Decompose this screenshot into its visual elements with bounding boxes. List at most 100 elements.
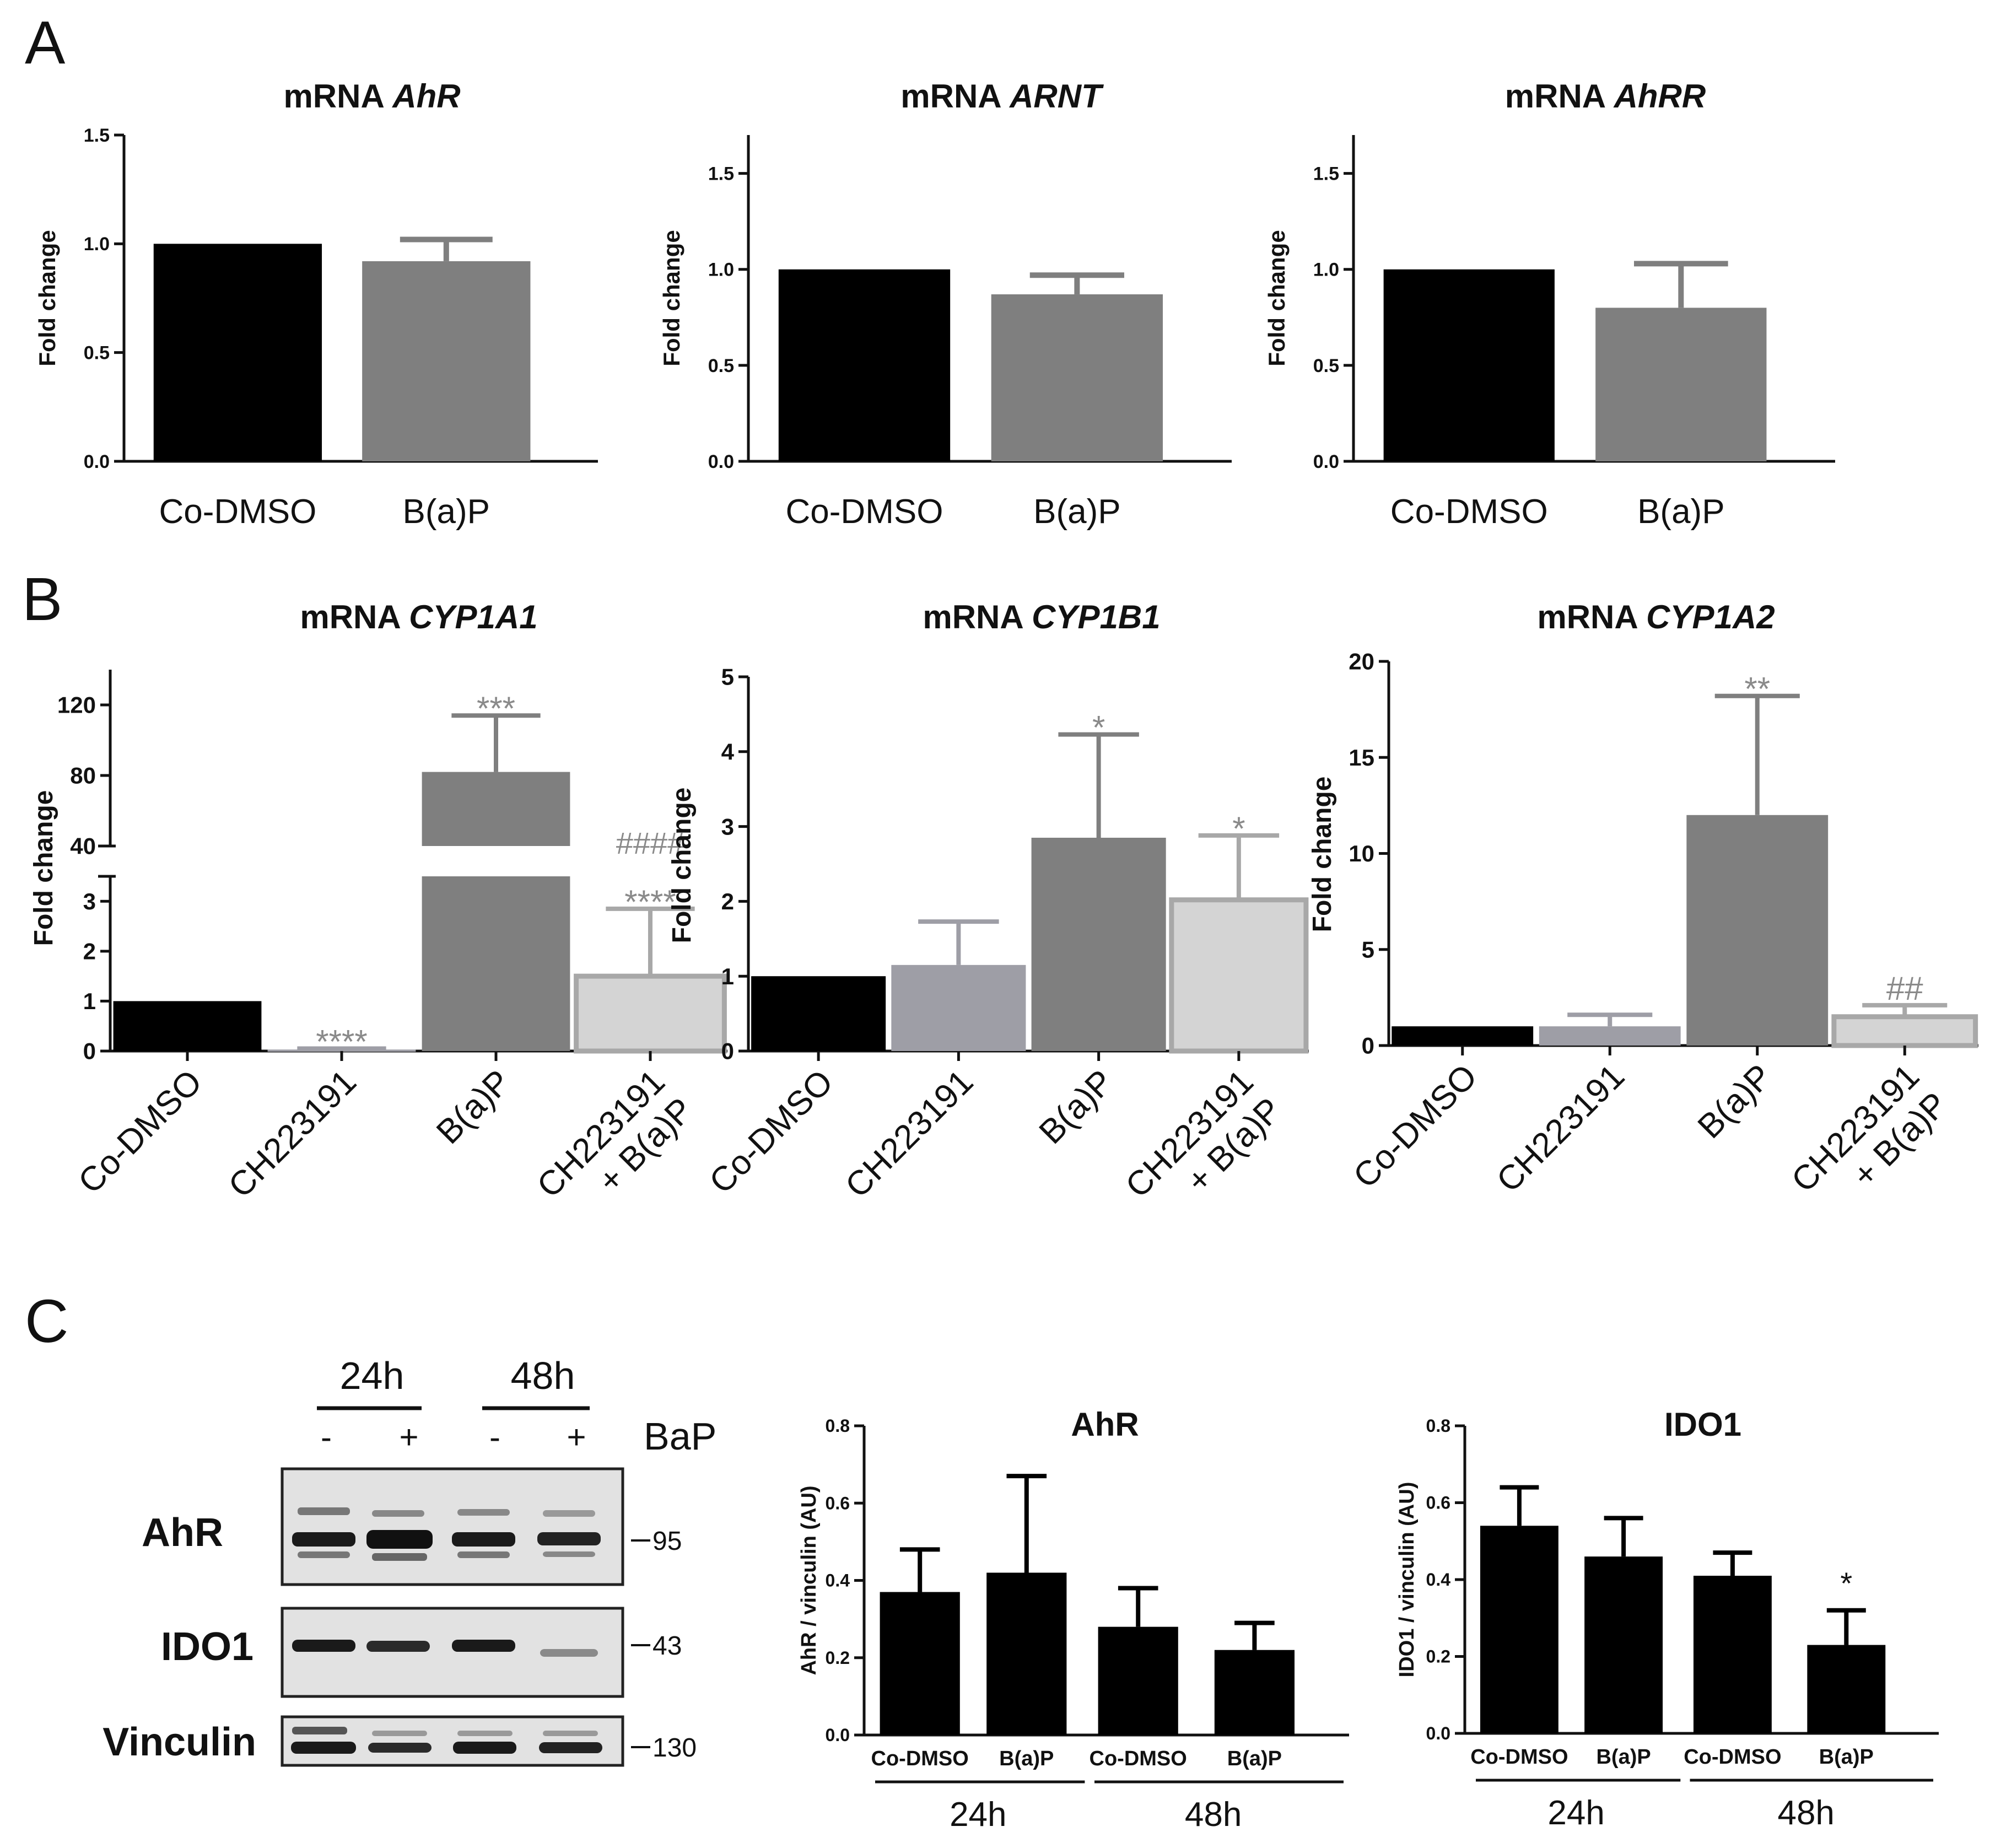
ahr_protein-title: AhR [1071,1406,1139,1443]
cyp1a1-xtick-label-2-line-1: CH223191 [221,1063,363,1205]
blot-band-vinculin-upper-2 [372,1731,427,1736]
blot-band-ahr-lower-4 [543,1551,595,1557]
cyp1a2-ylabel: Fold change [1308,777,1337,933]
cyp1b1-bar-4 [1169,897,1309,1054]
cyp1a2-significance-4: ## [1886,970,1923,1007]
western-blot: 24h 48h - + - + BaP AhR 95 IDO1 43 [103,1354,716,1767]
ido1_protein-ytick-label: 0.0 [1426,1723,1450,1743]
ahrr-ytick-label: 1.5 [1313,164,1339,185]
ahrr-xtick-label-2: B(a)P [1637,493,1724,531]
ahrr-ytick-label: 1.0 [1313,260,1339,281]
arnt-xtick-label-2: B(a)P [1033,493,1120,531]
blot-marker-130: 130 [652,1733,697,1763]
ahr_protein-bar-1 [880,1592,960,1735]
ahrr-title: mRNA AhRR [1505,78,1706,115]
ahr_protein-ytick-label: 0.2 [826,1648,850,1668]
ahr_protein-bar-3 [1098,1626,1178,1735]
ahr-bar-1 [153,244,322,461]
cyp1a1-xtick-label-3: B(a)P [429,1063,518,1151]
cyp1a2-ytick-label: 20 [1349,649,1374,675]
ido1_protein-xtick-label-3: Co-DMSO [1684,1745,1781,1769]
cyp1b1-title: mRNA CYP1B1 [923,599,1160,635]
cyp1b1-ytick-label: 4 [721,739,735,765]
blot-band-vinculin-2 [368,1743,432,1753]
ahr_protein-ytick-label: 0.0 [826,1725,850,1745]
ido1_protein-ytick-label: 0.8 [1426,1416,1450,1436]
cyp1b1-xtick-label-2: CH223191 [838,1063,980,1205]
cyp1a2-bar-3 [1686,815,1829,1046]
ahrr-title-prefix: mRNA [1505,78,1614,115]
chart-mrna-cyp1a1: mRNA CYP1A1 Fold change Co-DMSO **** CH22319… [29,599,727,1233]
chart-ahr-protein: AhR 0.0 0.2 0.4 0.6 0.8 AhR / vinculin (AU) Co-… [797,1406,1349,1834]
arnt-xtick-label-1: Co-DMSO [786,493,943,531]
blot-band-vinculin-upper-3 [457,1731,513,1736]
cyp1a1-xtick-label-3-line-1: B(a)P [429,1063,518,1151]
blot-membrane-ahr [281,1467,624,1586]
ahr-ytick-label: 0.5 [84,343,110,364]
chart-ido1-protein: IDO1 0.0 0.2 0.4 0.6 0.8 IDO1 / vinculin (AU) C… [1395,1406,1939,1832]
arnt-ytick-label: 0.0 [708,451,734,472]
ahr_protein-xtick-label-1: Co-DMSO [871,1747,969,1770]
ahr-ytick-label: 1.0 [84,234,110,255]
cyp1a2-ytick-label: 15 [1349,745,1374,771]
cyp1a2-title-prefix: mRNA [1537,599,1646,635]
arnt-title-prefix: mRNA [900,78,1010,115]
cyp1a1-lower-ytick-label: 0 [83,1038,96,1064]
cyp1a2-ytick-label: 0 [1362,1033,1374,1059]
ahrr-ylabel: Fold change [1264,230,1290,366]
cyp1a2-xtick-label-2-line-1: CH223191 [1490,1057,1632,1199]
blot-band-vinculin-upper-1 [292,1727,347,1734]
cyp1a1-title-gene: CYP1A1 [409,599,537,635]
cyp1a1-xtick-label-2: CH223191 [221,1063,363,1205]
chart-mrna-arnt: mRNA ARNT 0.0 0.5 1.0 1.5 Fold change Co-DMSO B… [659,78,1232,531]
ahrr-bar-2 [1595,308,1767,461]
blot-lane-sign-3: - [489,1419,500,1456]
cyp1a1-xtick-label-1-line-1: Co-DMSO [71,1063,209,1201]
cyp1a2-bar-1 [1392,1026,1534,1046]
ido1_protein-bar-1 [1480,1526,1558,1733]
blot-band-vinculin-1 [291,1742,356,1754]
ahr_protein-xtick-label-4: B(a)P [1227,1747,1282,1770]
cyp1a2-xtick-label-1-line-1: Co-DMSO [1346,1057,1485,1195]
blot-marker-95: 95 [652,1527,682,1556]
cyp1b1-significance-3: * [1092,709,1105,746]
chart-mrna-ahrr: mRNA AhRR 0.0 0.5 1.0 1.5 Fold change Co-DMSO B… [1264,78,1835,531]
blot-band-ahr-lower-3 [457,1551,510,1558]
blot-band-ahr-4 [537,1532,601,1545]
ahr-xtick-label-2: B(a)P [403,493,490,531]
arnt-ytick-label: 0.5 [708,355,734,376]
ido1_protein-group-label-48h: 48h [1777,1794,1834,1832]
cyp1b1-ytick-label: 1 [721,963,734,989]
cyp1a1-xtick-label-1: Co-DMSO [71,1063,209,1201]
blot-marker-43: 43 [652,1631,682,1661]
blot-band-ahr-lower-1 [298,1551,350,1558]
cyp1a1-lower-ytick-label: 3 [83,888,96,914]
cyp1a2-xtick-label-2: CH223191 [1490,1057,1632,1199]
cyp1a2-xtick-label-3-line-1: B(a)P [1691,1057,1779,1146]
blot-membrane-vinculin [281,1715,624,1767]
ido1_protein-bar-3 [1693,1576,1772,1733]
cyp1a1-xtick-label-4: CH223191+ B(a)P [530,1063,700,1233]
chart-mrna-ahr: mRNA AhR 0.0 0.5 1.0 1.5 Fold change Co-DMSO B(… [34,78,598,531]
blot-band-ido1-2 [366,1641,430,1652]
panel-label-c: C [25,1287,68,1355]
panel-label-a: A [25,9,66,77]
blot-protein-label-ido1: IDO1 [161,1625,254,1669]
blot-band-ahr-upper-1 [298,1507,350,1515]
cyp1a1-bar-2 [267,1049,416,1052]
ido1_protein-bar-2 [1584,1556,1663,1733]
ido1_protein-bar-4 [1807,1645,1886,1733]
cyp1a1-upper-ytick-label: 80 [70,763,96,789]
ahr_protein-title-prefix: AhR [1071,1406,1139,1443]
ido1_protein-group-label-24h: 24h [1547,1794,1604,1832]
cyp1b1-significance-4: * [1232,810,1245,847]
cyp1a1-significance-hash-4: #### [616,826,685,860]
ahrr-bar-1 [1383,269,1555,461]
ahrr-title-gene: AhRR [1613,78,1706,115]
arnt-bar-2 [991,294,1163,461]
cyp1b1-xtick-label-3: B(a)P [1032,1063,1121,1151]
cyp1a1-bar-4 [574,973,727,1054]
cyp1a2-xtick-label-4: CH223191+ B(a)P [1784,1057,1955,1227]
cyp1a1-bar-1 [113,1001,262,1051]
